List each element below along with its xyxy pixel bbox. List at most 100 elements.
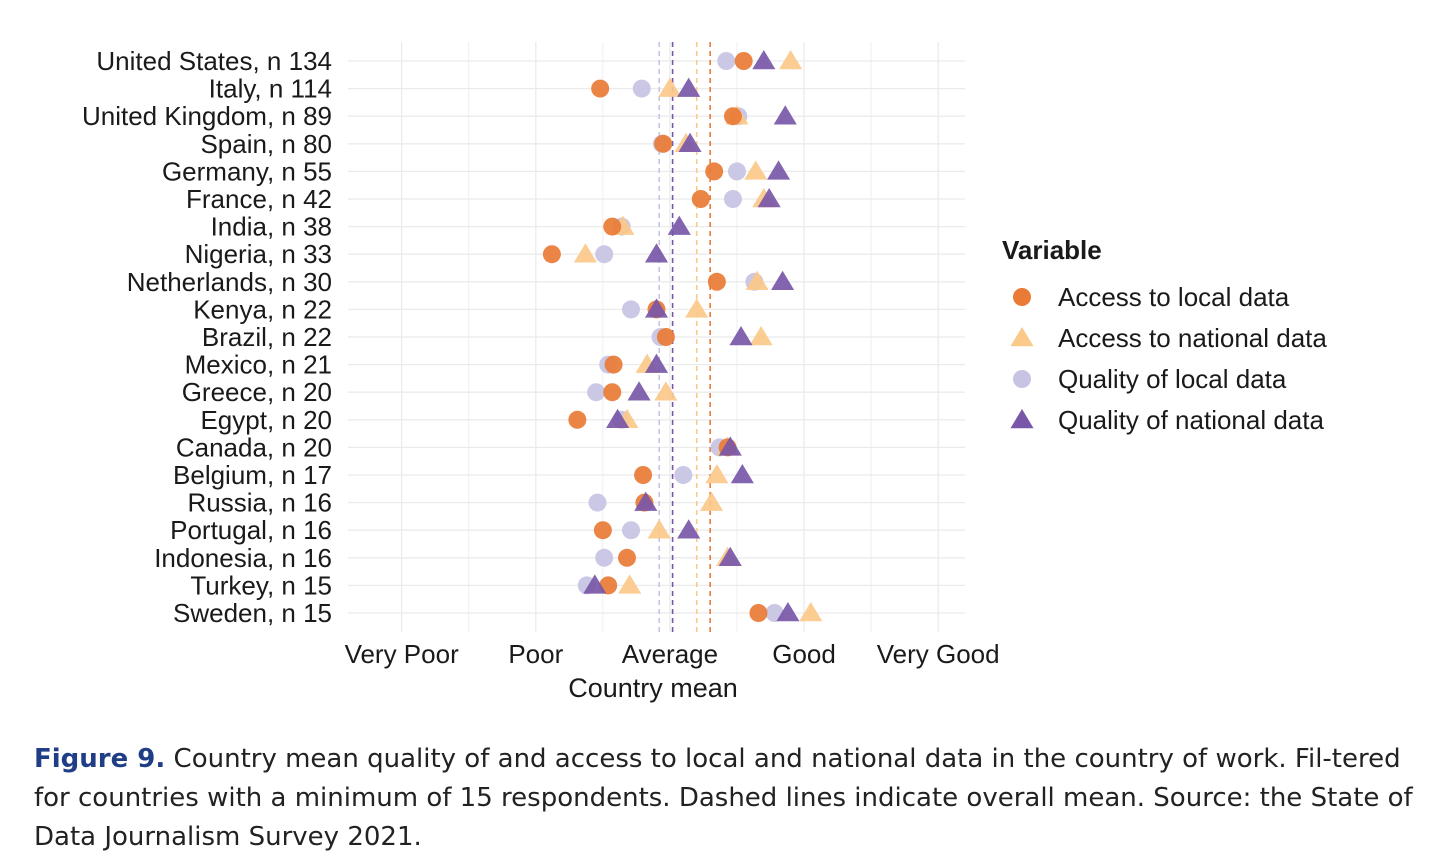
point-access-to-national-data-greece — [654, 381, 678, 401]
point-access-to-local-data-nigeria — [542, 245, 561, 264]
point-quality-of-national-data-belgium — [730, 464, 754, 484]
point-quality-of-local-data-nigeria — [595, 245, 614, 264]
y-tick-label: Indonesia, n 16 — [154, 543, 332, 573]
point-access-to-local-data-portugal — [593, 521, 612, 540]
point-quality-of-national-data-egypt — [606, 408, 630, 429]
x-tick-label: Very Good — [877, 639, 1000, 669]
point-access-to-local-data-mexico — [604, 355, 623, 374]
point-access-to-local-data-sweden — [749, 604, 768, 622]
point-quality-of-local-data-united-states — [717, 52, 736, 70]
point-access-to-national-data-united-states — [779, 50, 803, 70]
point-access-to-local-data-india — [603, 217, 622, 236]
y-tick-label: Spain, n 80 — [200, 129, 332, 159]
point-quality-of-national-data-turkey — [583, 574, 607, 594]
y-tick-label: Germany, n 55 — [162, 156, 332, 186]
point-quality-of-national-data-italy — [677, 77, 701, 97]
point-access-to-local-data-united-states — [734, 52, 753, 70]
point-quality-of-local-data-russia — [588, 493, 607, 512]
point-quality-of-national-data-mexico — [644, 353, 669, 373]
figure-label: Figure 9. — [34, 744, 166, 774]
point-quality-of-national-data-sweden — [776, 602, 800, 622]
point-quality-of-national-data-germany — [767, 160, 791, 180]
point-access-to-local-data-united-kingdom — [723, 107, 742, 126]
point-access-to-national-data-portugal — [647, 519, 671, 539]
legend-label-access-to-national-data: Access to national data — [1058, 323, 1327, 353]
x-tick-label: Good — [772, 639, 836, 669]
point-quality-of-local-data-germany — [727, 162, 746, 181]
point-quality-of-national-data-portugal — [677, 519, 701, 539]
point-quality-of-local-data-france — [723, 190, 742, 208]
y-tick-label: Egypt, n 20 — [200, 405, 332, 435]
point-access-to-national-data-netherlands — [745, 270, 769, 291]
x-axis-title: Country mean — [568, 673, 738, 703]
point-access-to-local-data-belgium — [634, 466, 653, 484]
point-quality-of-national-data-france — [757, 188, 781, 208]
point-access-to-national-data-kenya — [685, 298, 709, 318]
y-tick-label: Italy, n 114 — [209, 74, 332, 104]
legend-key-access-to-local-data — [1013, 288, 1031, 306]
legend: Variable Access to local data Access to n… — [1002, 235, 1327, 435]
y-tick-label: Canada, n 20 — [176, 432, 332, 462]
point-quality-of-national-data-indonesia — [718, 546, 742, 567]
y-tick-label: France, n 42 — [186, 184, 332, 214]
legend-title: Variable — [1002, 235, 1102, 265]
point-quality-of-local-data-belgium — [674, 466, 693, 484]
caption-text: Country mean quality of and access to lo… — [34, 744, 1413, 852]
y-tick-label: Belgium, n 17 — [173, 460, 332, 490]
y-tick-label: Russia, n 16 — [187, 488, 332, 518]
x-tick-label: Average — [622, 639, 718, 669]
y-tick-label: India, n 38 — [211, 212, 332, 242]
point-access-to-local-data-egypt — [568, 410, 587, 429]
point-access-to-national-data-turkey — [618, 574, 642, 594]
figure-caption: Figure 9. Country mean quality of and ac… — [34, 740, 1424, 857]
point-quality-of-local-data-portugal — [622, 521, 641, 540]
data-points — [542, 50, 823, 622]
legend-label-quality-of-local-data: Quality of local data — [1058, 364, 1287, 394]
x-axis-labels: Very Poor Poor Average Good Very Good — [345, 639, 1000, 669]
point-access-to-local-data-france — [691, 190, 710, 208]
point-access-to-local-data-brazil — [656, 328, 675, 346]
point-quality-of-national-data-canada — [718, 436, 742, 456]
x-tick-label: Very Poor — [345, 639, 460, 669]
point-quality-of-national-data-greece — [627, 381, 651, 401]
point-quality-of-national-data-kenya — [644, 298, 669, 318]
y-tick-label: Kenya, n 22 — [193, 294, 332, 324]
y-tick-label: Nigeria, n 33 — [185, 239, 332, 269]
point-quality-of-national-data-russia — [634, 491, 658, 511]
point-access-to-local-data-netherlands — [707, 272, 726, 291]
y-tick-label: Turkey, n 15 — [190, 570, 332, 600]
point-access-to-local-data-spain — [654, 134, 673, 153]
y-tick-label: Mexico, n 21 — [185, 350, 332, 380]
y-tick-label: Netherlands, n 30 — [127, 267, 332, 297]
point-access-to-national-data-brazil — [749, 326, 773, 346]
point-access-to-local-data-germany — [705, 162, 724, 181]
legend-key-access-to-national-data — [1010, 327, 1034, 347]
legend-key-quality-of-national-data — [1010, 409, 1034, 429]
point-access-to-national-data-russia — [699, 491, 724, 511]
legend-key-quality-of-local-data — [1013, 370, 1031, 388]
point-quality-of-national-data-netherlands — [771, 270, 795, 291]
x-tick-label: Poor — [508, 639, 563, 669]
point-access-to-local-data-greece — [603, 383, 622, 402]
y-tick-label: Portugal, n 16 — [170, 515, 332, 545]
point-access-to-national-data-italy — [658, 77, 682, 97]
point-access-to-local-data-indonesia — [617, 548, 636, 567]
y-tick-label: Sweden, n 15 — [173, 598, 332, 628]
point-quality-of-national-data-united-states — [752, 50, 776, 70]
y-tick-label: United States, n 134 — [96, 46, 332, 76]
y-tick-label: Greece, n 20 — [182, 377, 332, 407]
point-quality-of-local-data-kenya — [622, 300, 641, 319]
point-quality-of-local-data-indonesia — [595, 548, 614, 567]
point-quality-of-national-data-nigeria — [644, 243, 669, 263]
point-access-to-national-data-belgium — [705, 464, 729, 484]
point-quality-of-local-data-italy — [632, 79, 651, 98]
legend-label-quality-of-national-data: Quality of national data — [1058, 405, 1324, 435]
point-quality-of-local-data-greece — [587, 383, 606, 402]
point-quality-of-national-data-brazil — [729, 326, 753, 346]
legend-items: Access to local data Access to national d… — [1010, 282, 1327, 435]
point-quality-of-national-data-united-kingdom — [773, 105, 797, 125]
legend-label-access-to-local-data: Access to local data — [1058, 282, 1290, 312]
y-tick-label: United Kingdom, n 89 — [82, 101, 332, 131]
